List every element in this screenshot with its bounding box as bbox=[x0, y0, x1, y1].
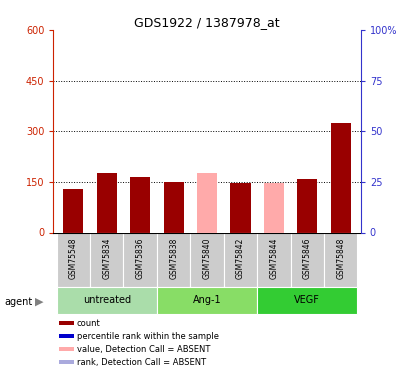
Bar bbox=[59, 321, 74, 326]
Bar bbox=[123, 232, 157, 286]
Text: GSM75848: GSM75848 bbox=[335, 238, 344, 279]
Bar bbox=[256, 232, 290, 286]
Text: agent: agent bbox=[4, 297, 32, 307]
Bar bbox=[90, 232, 123, 286]
Bar bbox=[256, 286, 357, 314]
Text: Ang-1: Ang-1 bbox=[192, 295, 221, 305]
Bar bbox=[230, 183, 250, 232]
Bar bbox=[130, 177, 150, 232]
Text: untreated: untreated bbox=[83, 295, 130, 305]
Text: GSM75836: GSM75836 bbox=[135, 238, 144, 279]
Bar bbox=[157, 232, 190, 286]
Text: GSM75840: GSM75840 bbox=[202, 238, 211, 279]
Bar bbox=[59, 334, 74, 338]
Text: VEGF: VEGF bbox=[294, 295, 319, 305]
Bar bbox=[59, 360, 74, 364]
Bar bbox=[290, 232, 323, 286]
Bar bbox=[323, 232, 357, 286]
Bar bbox=[59, 347, 74, 351]
Bar bbox=[56, 232, 90, 286]
Text: GSM75844: GSM75844 bbox=[269, 238, 278, 279]
Text: rank, Detection Call = ABSENT: rank, Detection Call = ABSENT bbox=[76, 358, 205, 367]
Bar bbox=[56, 286, 157, 314]
Bar bbox=[63, 189, 83, 232]
Bar bbox=[297, 178, 317, 232]
Text: ▶: ▶ bbox=[35, 297, 43, 307]
Bar bbox=[263, 183, 283, 232]
Bar bbox=[97, 173, 117, 232]
Bar bbox=[163, 182, 183, 232]
Text: GSM75834: GSM75834 bbox=[102, 238, 111, 279]
Bar bbox=[190, 232, 223, 286]
Bar bbox=[197, 173, 216, 232]
Text: percentile rank within the sample: percentile rank within the sample bbox=[76, 332, 218, 340]
Bar bbox=[330, 123, 350, 232]
Bar bbox=[157, 286, 256, 314]
Text: GSM75838: GSM75838 bbox=[169, 238, 178, 279]
Text: count: count bbox=[76, 319, 100, 328]
Text: GSM75548: GSM75548 bbox=[69, 238, 78, 279]
Title: GDS1922 / 1387978_at: GDS1922 / 1387978_at bbox=[134, 16, 279, 29]
Text: GSM75846: GSM75846 bbox=[302, 238, 311, 279]
Text: value, Detection Call = ABSENT: value, Detection Call = ABSENT bbox=[76, 345, 209, 354]
Bar bbox=[223, 232, 256, 286]
Text: GSM75842: GSM75842 bbox=[236, 238, 244, 279]
